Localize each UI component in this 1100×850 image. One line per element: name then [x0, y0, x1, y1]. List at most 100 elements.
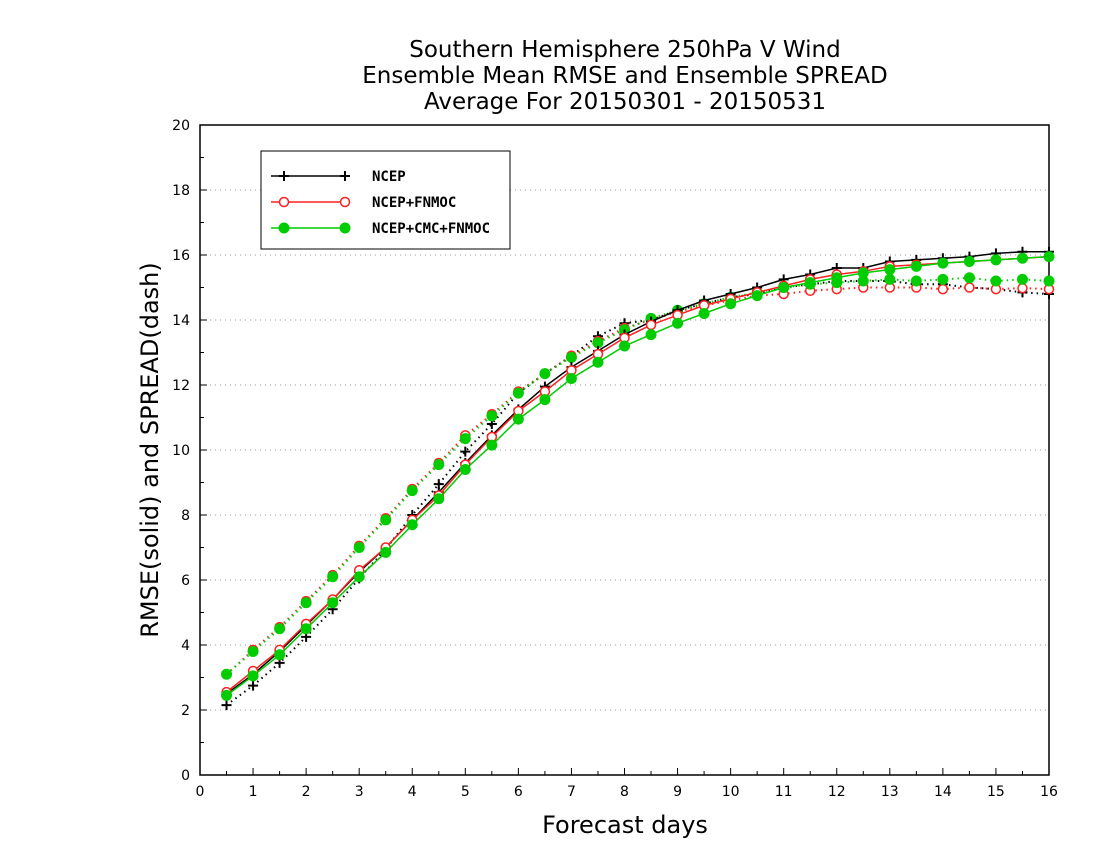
- ncep-cmc-fnmoc-rmse-point: [751, 290, 763, 302]
- ncep-cmc-fnmoc-rmse-point: [1043, 251, 1055, 263]
- ncep-cmc-fnmoc-rmse-point: [698, 308, 710, 319]
- y-tick-label: 14: [172, 313, 190, 329]
- series-ncep-rmse: [221, 246, 1054, 699]
- ncep-cmc-fnmoc-rmse-point: [353, 571, 365, 583]
- legend-marker: [339, 222, 351, 234]
- x-tick-label: 10: [722, 784, 740, 800]
- series-ncep-fnmoc-spread: [221, 282, 1055, 680]
- ncep-cmc-fnmoc-spread-point: [512, 387, 524, 399]
- x-tick-label: 14: [934, 784, 952, 800]
- ncep-cmc-fnmoc-rmse-point: [433, 493, 445, 505]
- y-tick-label: 16: [172, 248, 190, 264]
- series-ncep-cmc-fnmoc-spread: [221, 272, 1055, 680]
- x-tick-label: 16: [1040, 784, 1058, 800]
- chart-title: Southern Hemisphere 250hPa V Wind Ensemb…: [362, 37, 887, 115]
- legend-label: NCEP+FNMOC: [372, 195, 456, 211]
- legend-box: [260, 150, 511, 250]
- ncep-cmc-fnmoc-spread-line: [225, 276, 1050, 676]
- ncep-cmc-fnmoc-rmse-point: [937, 257, 949, 269]
- ncep-cmc-fnmoc-rmse-point: [619, 340, 630, 352]
- x-tick-label: 3: [355, 784, 364, 800]
- ncep-cmc-fnmoc-spread-point: [937, 273, 949, 285]
- ncep-cmc-fnmoc-spread-point: [539, 368, 551, 380]
- ncep-cmc-fnmoc-rmse-point: [247, 670, 259, 682]
- grid-lines: [200, 189, 1049, 711]
- ncep-cmc-fnmoc-rmse-point: [910, 260, 922, 272]
- x-tick-label: 2: [302, 784, 311, 800]
- y-tick-label: 6: [181, 573, 190, 589]
- x-tick-label: 5: [461, 784, 470, 800]
- y-tick-label: 0: [181, 768, 190, 784]
- x-tick-label: 4: [408, 784, 417, 800]
- legend-items: NCEP NCEP+FNMOC NCEP+CMC+FNMOC: [271, 169, 490, 237]
- title-line-3: Average For 20150301 - 20150531: [424, 89, 826, 115]
- x-tick-label: 15: [987, 784, 1005, 800]
- ncep-cmc-fnmoc-spread-point: [1043, 275, 1055, 287]
- x-tick-label: 12: [828, 784, 846, 800]
- legend-label: NCEP+CMC+FNMOC: [372, 221, 490, 237]
- y-tick-label: 10: [172, 443, 190, 459]
- ncep-fnmoc-spread-point: [937, 283, 949, 295]
- ncep-cmc-fnmoc-rmse-point: [221, 689, 233, 701]
- ncep-fnmoc-spread-line: [225, 286, 1050, 676]
- y-tick-label: 20: [172, 118, 190, 134]
- title-line-2: Ensemble Mean RMSE and Ensemble SPREAD: [362, 63, 887, 89]
- legend-marker: [278, 196, 290, 208]
- ncep-cmc-fnmoc-rmse-line: [226, 255, 1050, 697]
- ncep-cmc-fnmoc-spread-point: [990, 275, 1002, 287]
- ncep-fnmoc-rmse-line: [226, 255, 1050, 693]
- ncep-cmc-fnmoc-spread-point: [459, 433, 471, 445]
- x-tick-label: 11: [775, 784, 793, 800]
- ncep-cmc-fnmoc-spread-point: [221, 668, 233, 680]
- ncep-cmc-fnmoc-spread-point: [247, 646, 259, 657]
- ncep-cmc-fnmoc-rmse-point: [857, 267, 869, 279]
- ncep-cmc-fnmoc-spread-point: [380, 514, 392, 526]
- ncep-cmc-fnmoc-rmse-point: [884, 264, 896, 276]
- legend-item-ncep-fnmoc: NCEP+FNMOC: [271, 195, 456, 211]
- legend-marker: [279, 171, 289, 181]
- ncep-cmc-fnmoc-rmse-point: [645, 329, 657, 341]
- legend-marker: [278, 222, 290, 234]
- x-tick-label: 13: [881, 784, 899, 800]
- ncep-cmc-fnmoc-spread-point: [884, 273, 896, 285]
- legend-item-ncep: NCEP: [271, 169, 406, 185]
- legend-marker: [340, 171, 350, 181]
- x-axis: 0 1 2 3 4 5 6 7 8 9 10 11 12 13 14 15 16: [196, 768, 1058, 800]
- ncep-cmc-fnmoc-spread-point: [300, 597, 312, 609]
- x-tick-label: 7: [567, 784, 576, 800]
- ncep-cmc-fnmoc-rmse-point: [486, 439, 498, 451]
- ncep-cmc-fnmoc-rmse-point: [327, 597, 339, 609]
- ncep-cmc-fnmoc-rmse-point: [778, 282, 790, 293]
- ncep-cmc-fnmoc-spread-point: [565, 351, 577, 363]
- x-tick-label: 0: [196, 784, 205, 800]
- ncep-cmc-fnmoc-rmse-point: [300, 623, 312, 635]
- ncep-cmc-fnmoc-rmse-point: [565, 373, 577, 384]
- ncep-fnmoc-rmse-point: [645, 319, 657, 331]
- y-axis-title: RMSE(solid) and SPREAD(dash): [136, 262, 164, 638]
- series-ncep-cmc-fnmoc-rmse: [221, 251, 1055, 701]
- ncep-rmse-line: [226, 251, 1049, 695]
- x-axis-title: Forecast days: [542, 811, 708, 839]
- x-tick-label: 6: [514, 784, 523, 800]
- y-tick-label: 18: [172, 183, 190, 199]
- ncep-spread-point: [248, 680, 259, 691]
- ncep-cmc-fnmoc-rmse-point: [990, 254, 1002, 266]
- y-axis: 0 2 4 6 8 10 12 14 16 18 20: [172, 118, 207, 784]
- ncep-cmc-fnmoc-spread-point: [910, 275, 922, 287]
- ncep-fnmoc-spread-point: [1017, 282, 1028, 294]
- title-line-1: Southern Hemisphere 250hPa V Wind: [409, 37, 840, 63]
- ncep-cmc-fnmoc-rmse-point: [512, 413, 524, 425]
- ncep-cmc-fnmoc-spread-point: [353, 542, 365, 553]
- ncep-cmc-fnmoc-rmse-point: [831, 272, 843, 284]
- ncep-cmc-fnmoc-spread-point: [406, 485, 418, 497]
- ncep-cmc-fnmoc-spread-point: [274, 623, 286, 635]
- y-tick-label: 4: [181, 638, 190, 654]
- ncep-cmc-fnmoc-rmse-point: [804, 277, 816, 289]
- ncep-cmc-fnmoc-spread-point: [963, 272, 975, 284]
- ncep-spread-point: [460, 446, 471, 457]
- y-tick-label: 2: [181, 703, 190, 719]
- ncep-cmc-fnmoc-rmse-point: [459, 464, 471, 475]
- x-tick-label: 1: [249, 784, 258, 800]
- legend-marker: [339, 196, 351, 208]
